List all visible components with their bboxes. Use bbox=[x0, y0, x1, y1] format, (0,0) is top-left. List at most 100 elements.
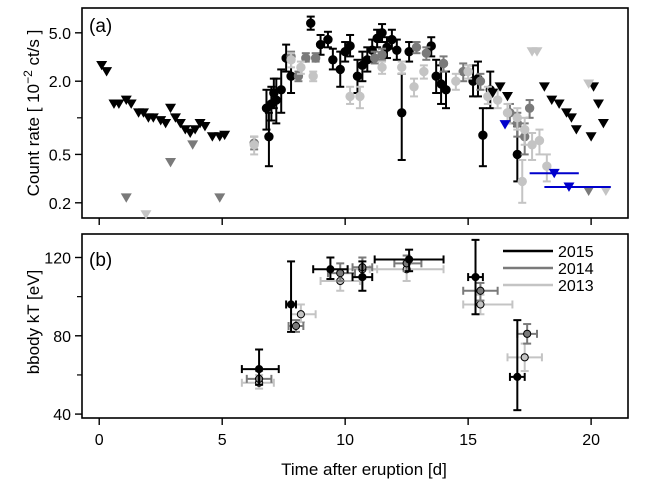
y-tick-label-a: 0.2 bbox=[49, 196, 71, 213]
data-point bbox=[527, 140, 537, 150]
y-tick-label-a: 2.0 bbox=[49, 74, 71, 91]
y-tick-label-b: 80 bbox=[53, 329, 71, 346]
data-point bbox=[301, 53, 311, 63]
upper-limit-marker bbox=[160, 118, 172, 129]
upper-limit-marker bbox=[531, 47, 543, 57]
data-point bbox=[328, 55, 338, 65]
data-point bbox=[377, 28, 387, 38]
data-point bbox=[421, 48, 432, 58]
upper-limit-marker bbox=[570, 125, 582, 135]
data-point bbox=[542, 161, 552, 171]
data-point bbox=[520, 353, 529, 362]
data-point bbox=[392, 45, 402, 55]
data-point bbox=[520, 124, 530, 135]
data-point bbox=[261, 103, 272, 113]
data-point bbox=[517, 176, 527, 187]
y-axis-label-b: bbody kT [eV] bbox=[24, 270, 43, 375]
data-point bbox=[358, 272, 367, 282]
data-point bbox=[512, 149, 523, 160]
data-point bbox=[352, 71, 363, 81]
upper-limit-marker bbox=[101, 67, 113, 77]
data-point bbox=[512, 113, 523, 123]
upper-limit-marker bbox=[561, 108, 573, 118]
upper-limit-marker bbox=[199, 121, 211, 132]
y-axis-label-a: Count rate [ 10−2 ct/s ] bbox=[21, 30, 43, 197]
y-axis-label-a-exponent: −2 bbox=[21, 70, 35, 84]
panel-a: 0.2 0.5 2.0 5.0 bbox=[49, 7, 629, 225]
data-point bbox=[269, 88, 279, 98]
y-tick-label-b: 120 bbox=[44, 250, 71, 267]
data-point bbox=[411, 42, 422, 53]
panel-b-label: (b) bbox=[89, 250, 112, 271]
upper-limit-marker bbox=[499, 120, 511, 130]
data-point bbox=[335, 64, 345, 75]
upper-limit-marker bbox=[194, 118, 206, 129]
data-point bbox=[296, 62, 306, 73]
data-point bbox=[475, 76, 486, 86]
data-point bbox=[296, 310, 305, 319]
data-point bbox=[502, 108, 513, 118]
upper-limit-marker bbox=[494, 82, 506, 92]
upper-limit-marker bbox=[553, 99, 565, 109]
x-tick-label: 10 bbox=[336, 432, 354, 449]
upper-limit-marker bbox=[585, 132, 597, 142]
upper-limit-marker bbox=[597, 118, 609, 129]
data-point bbox=[431, 71, 441, 81]
upper-limit-marker bbox=[179, 125, 191, 135]
upper-limit-marker bbox=[184, 128, 196, 138]
data-point bbox=[451, 76, 461, 86]
panel-b: 40 80 120 0 5 10 15 20 bbox=[44, 233, 629, 449]
data-point bbox=[492, 95, 503, 105]
upper-limit-marker bbox=[140, 210, 152, 220]
upper-limit-marker bbox=[487, 88, 499, 98]
upper-limit-marker bbox=[214, 193, 226, 203]
upper-limit-marker bbox=[165, 157, 177, 168]
data-point bbox=[471, 272, 480, 282]
x-tick-label: 20 bbox=[582, 432, 600, 449]
upper-limit-marker bbox=[206, 132, 218, 142]
data-point bbox=[336, 269, 345, 278]
upper-limit-marker bbox=[219, 130, 231, 141]
data-point bbox=[249, 140, 259, 150]
data-point bbox=[513, 372, 522, 381]
data-point bbox=[345, 41, 355, 51]
upper-limit-marker bbox=[189, 125, 201, 135]
legend-label: 2013 bbox=[558, 278, 594, 295]
y-tick-label-b: 40 bbox=[53, 407, 71, 424]
data-point bbox=[308, 71, 318, 81]
data-point bbox=[405, 255, 414, 264]
data-point bbox=[441, 85, 451, 95]
data-point bbox=[463, 66, 473, 77]
data-point bbox=[438, 58, 449, 69]
upper-limit-marker bbox=[546, 95, 558, 105]
x-tick-label: 5 bbox=[218, 432, 227, 449]
data-point bbox=[291, 321, 301, 331]
panel-a-frame bbox=[81, 7, 629, 219]
upper-limit-marker bbox=[169, 113, 181, 123]
upper-limit-marker bbox=[501, 92, 513, 102]
data-point bbox=[524, 103, 535, 113]
upper-limit-marker bbox=[565, 113, 577, 123]
data-point bbox=[326, 265, 335, 274]
data-point bbox=[523, 329, 532, 338]
data-point bbox=[397, 62, 407, 73]
data-point bbox=[404, 46, 414, 57]
panel-a-label: (a) bbox=[89, 16, 112, 37]
upper-limit-marker bbox=[583, 79, 595, 89]
upper-limit-marker bbox=[125, 99, 137, 109]
upper-limit-marker bbox=[592, 99, 604, 109]
data-point bbox=[345, 91, 355, 102]
upper-limit-marker bbox=[600, 186, 612, 196]
data-point bbox=[254, 364, 264, 374]
upper-limit-marker bbox=[113, 99, 125, 109]
upper-limit-marker bbox=[187, 140, 199, 150]
data-point bbox=[409, 82, 419, 92]
data-point bbox=[397, 108, 407, 118]
data-point bbox=[286, 300, 296, 309]
data-point bbox=[355, 91, 365, 102]
upper-limit-marker bbox=[583, 186, 595, 196]
data-point bbox=[377, 62, 387, 73]
data-point bbox=[476, 300, 485, 309]
